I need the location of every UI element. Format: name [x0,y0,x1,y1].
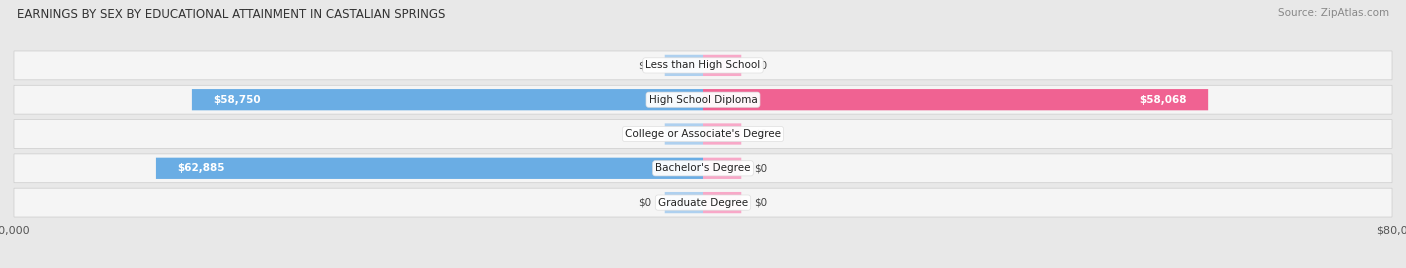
Text: $0: $0 [755,198,768,208]
Text: Source: ZipAtlas.com: Source: ZipAtlas.com [1278,8,1389,18]
FancyBboxPatch shape [703,158,741,179]
Text: High School Diploma: High School Diploma [648,95,758,105]
FancyBboxPatch shape [14,120,1392,148]
FancyBboxPatch shape [14,85,1392,114]
Text: $0: $0 [755,60,768,70]
FancyBboxPatch shape [703,123,741,145]
FancyBboxPatch shape [14,188,1392,217]
Text: $58,750: $58,750 [214,95,262,105]
FancyBboxPatch shape [156,158,703,179]
FancyBboxPatch shape [14,51,1392,80]
Text: College or Associate's Degree: College or Associate's Degree [626,129,780,139]
FancyBboxPatch shape [14,154,1392,183]
Text: Bachelor's Degree: Bachelor's Degree [655,163,751,173]
FancyBboxPatch shape [703,192,741,213]
Text: $58,068: $58,068 [1139,95,1187,105]
FancyBboxPatch shape [665,123,703,145]
FancyBboxPatch shape [665,55,703,76]
Text: $62,885: $62,885 [177,163,225,173]
Text: EARNINGS BY SEX BY EDUCATIONAL ATTAINMENT IN CASTALIAN SPRINGS: EARNINGS BY SEX BY EDUCATIONAL ATTAINMEN… [17,8,446,21]
Text: Less than High School: Less than High School [645,60,761,70]
Text: Graduate Degree: Graduate Degree [658,198,748,208]
Text: $0: $0 [755,129,768,139]
Text: $0: $0 [638,198,651,208]
Text: $0: $0 [755,163,768,173]
FancyBboxPatch shape [703,89,1208,110]
FancyBboxPatch shape [665,192,703,213]
Text: $0: $0 [638,129,651,139]
Text: $0: $0 [638,60,651,70]
FancyBboxPatch shape [191,89,703,110]
FancyBboxPatch shape [703,55,741,76]
